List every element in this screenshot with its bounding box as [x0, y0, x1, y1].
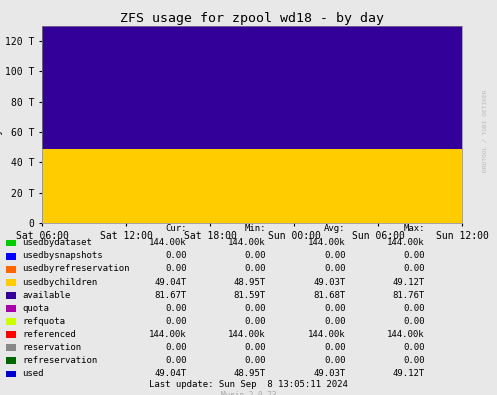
- Text: 0.00: 0.00: [165, 356, 186, 365]
- Text: refquota: refquota: [22, 317, 66, 325]
- Text: 144.00k: 144.00k: [149, 239, 186, 247]
- Text: 144.00k: 144.00k: [308, 239, 345, 247]
- Text: 81.76T: 81.76T: [393, 291, 425, 299]
- Text: 144.00k: 144.00k: [387, 239, 425, 247]
- Y-axis label: bytes: bytes: [0, 109, 2, 140]
- Text: reservation: reservation: [22, 343, 82, 352]
- Text: 49.03T: 49.03T: [313, 369, 345, 378]
- Text: 49.12T: 49.12T: [393, 278, 425, 286]
- Text: 48.95T: 48.95T: [234, 369, 266, 378]
- Text: 0.00: 0.00: [404, 343, 425, 352]
- Text: quota: quota: [22, 304, 49, 312]
- Text: 81.68T: 81.68T: [313, 291, 345, 299]
- Text: Munin 2.0.73: Munin 2.0.73: [221, 391, 276, 395]
- Text: 0.00: 0.00: [404, 317, 425, 325]
- Text: 0.00: 0.00: [404, 304, 425, 312]
- Text: Avg:: Avg:: [324, 224, 345, 233]
- Text: 49.12T: 49.12T: [393, 369, 425, 378]
- Text: 81.59T: 81.59T: [234, 291, 266, 299]
- Text: 0.00: 0.00: [165, 265, 186, 273]
- Text: 49.04T: 49.04T: [154, 278, 186, 286]
- Text: 0.00: 0.00: [165, 304, 186, 312]
- Text: 0.00: 0.00: [324, 317, 345, 325]
- Text: 144.00k: 144.00k: [228, 330, 266, 339]
- Text: referenced: referenced: [22, 330, 76, 339]
- Text: 144.00k: 144.00k: [149, 330, 186, 339]
- Text: 0.00: 0.00: [324, 252, 345, 260]
- Text: usedbychildren: usedbychildren: [22, 278, 97, 286]
- Text: 0.00: 0.00: [324, 343, 345, 352]
- Text: refreservation: refreservation: [22, 356, 97, 365]
- Text: Last update: Sun Sep  8 13:05:11 2024: Last update: Sun Sep 8 13:05:11 2024: [149, 380, 348, 389]
- Text: usedbydataset: usedbydataset: [22, 239, 92, 247]
- Text: RRDTOOL / TOBI OETIKER: RRDTOOL / TOBI OETIKER: [482, 89, 487, 171]
- Title: ZFS usage for zpool wd18 - by day: ZFS usage for zpool wd18 - by day: [120, 11, 384, 24]
- Text: 81.67T: 81.67T: [154, 291, 186, 299]
- Text: 0.00: 0.00: [324, 304, 345, 312]
- Text: Max:: Max:: [404, 224, 425, 233]
- Text: 0.00: 0.00: [165, 317, 186, 325]
- Text: 48.95T: 48.95T: [234, 278, 266, 286]
- Text: available: available: [22, 291, 71, 299]
- Text: usedbysnapshots: usedbysnapshots: [22, 252, 103, 260]
- Text: 0.00: 0.00: [165, 252, 186, 260]
- Text: 0.00: 0.00: [245, 317, 266, 325]
- Text: 0.00: 0.00: [404, 252, 425, 260]
- Text: Cur:: Cur:: [165, 224, 186, 233]
- Text: 49.04T: 49.04T: [154, 369, 186, 378]
- Text: 0.00: 0.00: [245, 304, 266, 312]
- Text: 0.00: 0.00: [245, 252, 266, 260]
- Text: 0.00: 0.00: [324, 356, 345, 365]
- Text: 0.00: 0.00: [245, 343, 266, 352]
- Text: 0.00: 0.00: [165, 343, 186, 352]
- Text: 0.00: 0.00: [324, 265, 345, 273]
- Text: 0.00: 0.00: [245, 356, 266, 365]
- Text: 0.00: 0.00: [245, 265, 266, 273]
- Text: 144.00k: 144.00k: [387, 330, 425, 339]
- Text: used: used: [22, 369, 44, 378]
- Text: 0.00: 0.00: [404, 356, 425, 365]
- Text: 49.03T: 49.03T: [313, 278, 345, 286]
- Text: usedbyrefreservation: usedbyrefreservation: [22, 265, 130, 273]
- Text: 144.00k: 144.00k: [308, 330, 345, 339]
- Text: 0.00: 0.00: [404, 265, 425, 273]
- Text: Min:: Min:: [245, 224, 266, 233]
- Text: 144.00k: 144.00k: [228, 239, 266, 247]
